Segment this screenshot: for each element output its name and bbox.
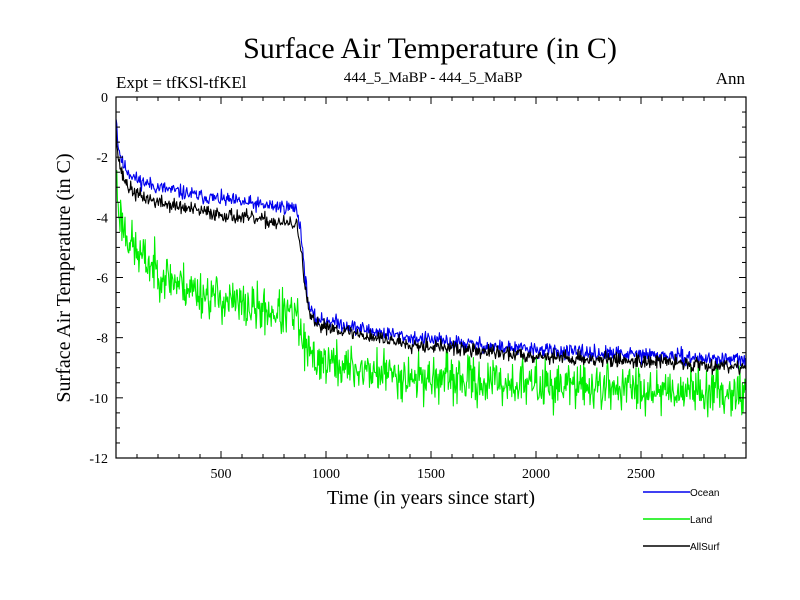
chart-title: Surface Air Temperature (in C) [243, 32, 617, 65]
subtitle-periods: 444_5_MaBP - 444_5_MaBP [344, 70, 523, 86]
y-tick-label: -8 [96, 332, 108, 347]
series-line-land [115, 170, 747, 418]
subtitle-season: Ann [716, 69, 746, 88]
legend-label-land: Land [690, 515, 712, 526]
y-tick-label: -6 [96, 272, 108, 287]
x-tick-label: 1000 [312, 467, 340, 482]
y-tick-label: 0 [101, 91, 108, 106]
ticks-layer: 500 1000 1500 2000 2500 0 -2 -4 -6 -8 -10 -12 [89, 91, 746, 482]
x-tick-label: 1500 [417, 467, 445, 482]
series-line-ocean [115, 119, 747, 369]
legend-label-ocean: Ocean [690, 488, 719, 499]
y-tick-label: -12 [89, 452, 108, 467]
plot-frame [115, 96, 747, 459]
x-tick-label: 500 [211, 467, 232, 482]
series-line-allsurf [115, 130, 747, 375]
x-tick-label: 2000 [522, 467, 550, 482]
x-tick-label: 2500 [627, 467, 655, 482]
legend-label-allsurf: AllSurf [690, 542, 720, 553]
series-layer [115, 119, 747, 418]
x-axis-label: Time (in years since start) [327, 487, 535, 509]
y-tick-label: -4 [96, 211, 108, 226]
legend: Ocean Land AllSurf [643, 488, 720, 553]
y-axis-label: Surface Air Temperature (in C) [53, 153, 75, 402]
subtitle-experiment: Expt = tfKSl-tfKEl [116, 73, 247, 92]
y-tick-label: -2 [96, 151, 108, 166]
y-tick-label: -10 [89, 392, 108, 407]
